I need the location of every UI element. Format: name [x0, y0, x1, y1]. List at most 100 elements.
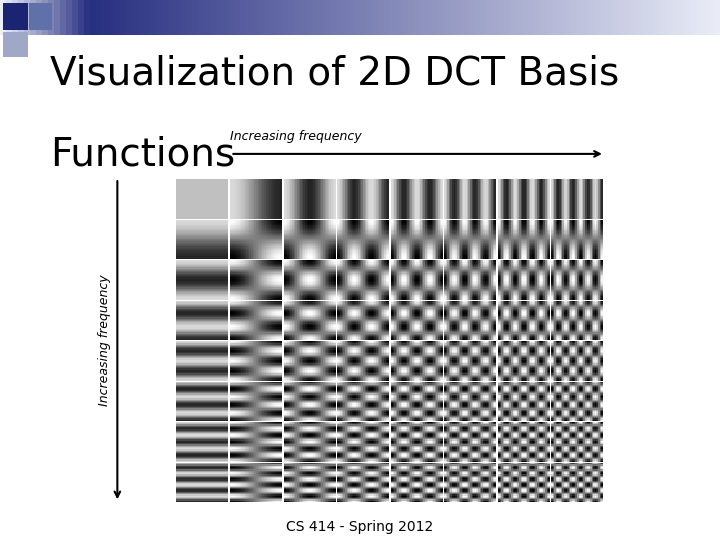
Bar	[588, 0, 595, 35]
Bar	[570, 0, 577, 35]
Bar	[666, 0, 672, 35]
Bar	[29, 3, 52, 30]
Bar	[240, 0, 247, 35]
Bar	[306, 0, 312, 35]
Bar	[108, 0, 114, 35]
Bar	[48, 0, 55, 35]
Bar	[258, 0, 265, 35]
Bar	[120, 0, 127, 35]
Bar	[42, 0, 49, 35]
Bar	[444, 0, 451, 35]
Bar	[216, 0, 222, 35]
Bar	[246, 0, 253, 35]
Bar	[450, 0, 456, 35]
Bar	[354, 0, 361, 35]
Bar	[678, 0, 685, 35]
Bar	[210, 0, 217, 35]
Bar	[198, 0, 204, 35]
Bar	[564, 0, 571, 35]
Bar	[282, 0, 289, 35]
Bar	[180, 0, 186, 35]
Bar	[618, 0, 625, 35]
Bar	[66, 0, 73, 35]
Bar	[264, 0, 271, 35]
Bar	[360, 0, 366, 35]
Bar	[276, 0, 283, 35]
Bar	[468, 0, 474, 35]
Bar	[438, 0, 445, 35]
Bar	[654, 0, 661, 35]
Bar	[480, 0, 487, 35]
Bar	[522, 0, 528, 35]
Bar	[540, 0, 546, 35]
Bar	[606, 0, 613, 35]
Bar	[204, 0, 211, 35]
Bar	[642, 0, 649, 35]
Bar	[324, 0, 330, 35]
Bar	[300, 0, 307, 35]
Bar	[624, 0, 631, 35]
Bar	[648, 0, 654, 35]
Bar	[390, 0, 397, 35]
Bar	[84, 0, 91, 35]
Bar	[168, 0, 175, 35]
Bar	[18, 0, 24, 35]
Bar	[456, 0, 463, 35]
Bar	[612, 0, 618, 35]
Bar	[72, 0, 78, 35]
Bar	[486, 0, 492, 35]
Bar	[252, 0, 258, 35]
Bar	[498, 0, 505, 35]
Text: CS 414 - Spring 2012: CS 414 - Spring 2012	[287, 519, 433, 534]
Bar	[288, 0, 294, 35]
Bar	[114, 0, 121, 35]
Bar	[690, 0, 697, 35]
Bar	[672, 0, 679, 35]
Bar	[336, 0, 343, 35]
Bar	[558, 0, 564, 35]
Bar	[576, 0, 582, 35]
Bar	[696, 0, 703, 35]
Bar	[4, 31, 28, 57]
Bar	[318, 0, 325, 35]
Bar	[6, 0, 13, 35]
Bar	[408, 0, 415, 35]
Bar	[402, 0, 409, 35]
Bar	[396, 0, 402, 35]
Bar	[528, 0, 535, 35]
Bar	[222, 0, 229, 35]
Bar	[552, 0, 559, 35]
Bar	[312, 0, 319, 35]
Bar	[600, 0, 607, 35]
Bar	[228, 0, 235, 35]
Bar	[126, 0, 132, 35]
Bar	[54, 0, 60, 35]
Bar	[270, 0, 276, 35]
Bar	[330, 0, 337, 35]
Bar	[432, 0, 438, 35]
Bar	[4, 3, 28, 30]
Bar	[144, 0, 150, 35]
Bar	[132, 0, 139, 35]
Bar	[60, 0, 67, 35]
Bar	[516, 0, 523, 35]
Bar	[156, 0, 163, 35]
Bar	[708, 0, 715, 35]
Bar	[192, 0, 199, 35]
Bar	[582, 0, 589, 35]
Bar	[162, 0, 168, 35]
Bar	[36, 0, 42, 35]
Bar	[294, 0, 301, 35]
Bar	[348, 0, 355, 35]
Bar	[150, 0, 157, 35]
Bar	[78, 0, 85, 35]
Bar	[492, 0, 499, 35]
Bar	[372, 0, 379, 35]
Bar	[660, 0, 667, 35]
Bar	[684, 0, 690, 35]
Bar	[594, 0, 600, 35]
Bar	[174, 0, 181, 35]
Bar	[414, 0, 420, 35]
Bar	[90, 0, 96, 35]
Bar	[30, 0, 37, 35]
